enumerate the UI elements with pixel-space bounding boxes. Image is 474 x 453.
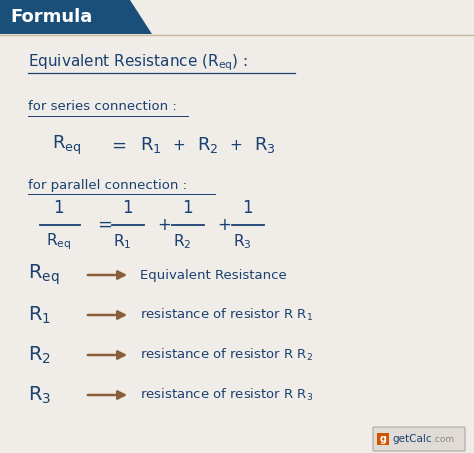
Text: 1: 1 [182,199,192,217]
Text: Formula: Formula [10,8,92,26]
Text: +: + [217,216,231,234]
Text: R$_{\mathregular{2}}$: R$_{\mathregular{2}}$ [197,135,219,155]
Text: resistance of resistor R R$_{\mathregular{2}}$: resistance of resistor R R$_{\mathregula… [140,347,313,363]
Text: R$_{\mathregular{1}}$: R$_{\mathregular{1}}$ [113,233,131,251]
Text: R$_{\mathregular{eq}}$: R$_{\mathregular{eq}}$ [46,231,71,252]
Text: resistance of resistor R R$_{\mathregular{3}}$: resistance of resistor R R$_{\mathregula… [140,387,313,403]
Text: .com: .com [432,434,454,443]
FancyBboxPatch shape [0,0,130,34]
Text: R$_{\mathregular{3}}$: R$_{\mathregular{3}}$ [28,384,51,405]
Text: R$_{\mathregular{1}}$: R$_{\mathregular{1}}$ [140,135,162,155]
Text: +: + [157,216,171,234]
FancyBboxPatch shape [377,433,389,445]
Text: 1: 1 [53,199,64,217]
Polygon shape [130,0,152,34]
Text: 1: 1 [242,199,252,217]
Text: for parallel connection :: for parallel connection : [28,178,187,192]
Text: getCalc: getCalc [392,434,432,444]
Text: R$_{\mathregular{eq}}$: R$_{\mathregular{eq}}$ [28,263,60,287]
Text: R$_{\mathregular{eq}}$: R$_{\mathregular{eq}}$ [52,133,82,157]
Text: for series connection :: for series connection : [28,101,177,114]
Text: resistance of resistor R R$_{\mathregular{1}}$: resistance of resistor R R$_{\mathregula… [140,307,313,323]
Text: R$_{\mathregular{2}}$: R$_{\mathregular{2}}$ [28,344,51,366]
Text: $+$: $+$ [172,138,185,153]
Text: =: = [97,216,112,234]
Text: $=$: $=$ [108,136,127,154]
Text: 1: 1 [122,199,132,217]
FancyBboxPatch shape [373,427,465,451]
Text: $+$: $+$ [229,138,242,153]
Text: R$_{\mathregular{1}}$: R$_{\mathregular{1}}$ [28,304,51,326]
Text: R$_{\mathregular{3}}$: R$_{\mathregular{3}}$ [254,135,276,155]
Text: Equivalent Resistance (R$_{\mathregular{eq}}$) :: Equivalent Resistance (R$_{\mathregular{… [28,53,248,73]
Text: R$_{\mathregular{3}}$: R$_{\mathregular{3}}$ [233,233,252,251]
Text: Equivalent Resistance: Equivalent Resistance [140,269,287,281]
Text: R$_{\mathregular{2}}$: R$_{\mathregular{2}}$ [173,233,191,251]
Text: g: g [380,434,386,444]
